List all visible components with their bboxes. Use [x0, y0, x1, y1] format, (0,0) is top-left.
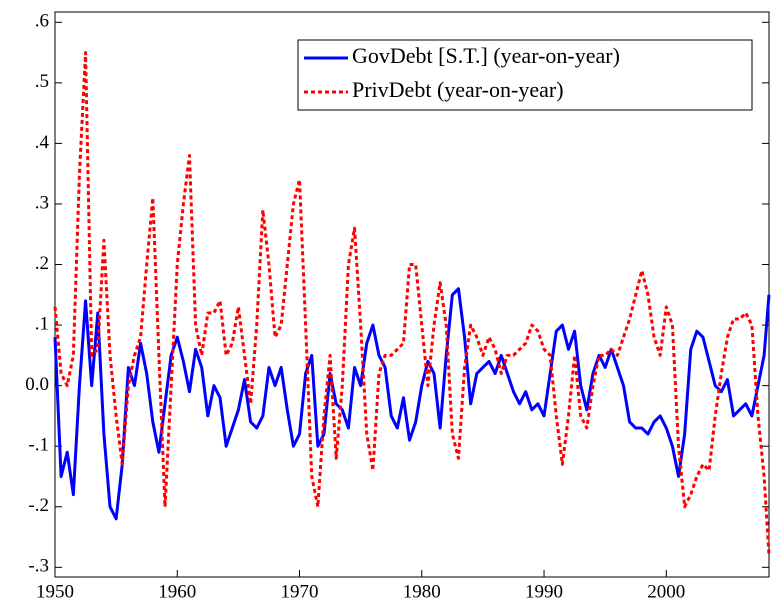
x-tick-label: 2000 [647, 581, 685, 602]
y-tick-label: -.3 [28, 556, 49, 577]
x-tick-label: 1980 [403, 581, 441, 602]
x-tick-label: 1960 [158, 581, 196, 602]
legend-box [297, 39, 753, 111]
plot-frame [54, 11, 770, 578]
legend-label: PrivDebt (year-on-year) [352, 77, 564, 102]
y-tick-label: .1 [35, 313, 49, 334]
x-tick-label: 1990 [525, 581, 563, 602]
y-tick-label: -.1 [28, 435, 49, 456]
y-tick-label: .3 [35, 192, 49, 213]
x-tick-label: 1950 [36, 581, 74, 602]
x-tick-label: 1970 [281, 581, 319, 602]
y-tick-label: .4 [35, 132, 50, 153]
y-tick-label: .2 [35, 253, 49, 274]
y-tick-label: 0.0 [25, 374, 49, 395]
y-tick-label: .6 [35, 11, 49, 32]
y-tick-label: .5 [35, 71, 49, 92]
series-line [53, 51, 771, 556]
legend-label: GovDebt [S.T.] (year-on-year) [352, 43, 620, 68]
series-line [53, 287, 771, 521]
y-tick-label: -.2 [28, 495, 49, 516]
